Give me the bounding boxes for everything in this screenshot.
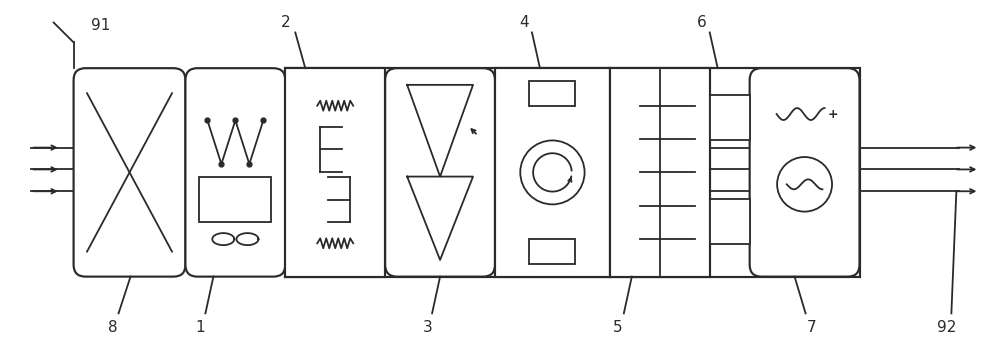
Text: 4: 4 <box>519 15 529 30</box>
FancyBboxPatch shape <box>750 68 860 277</box>
Text: 92: 92 <box>937 320 956 335</box>
Bar <box>199 176 271 222</box>
Bar <box>285 68 860 277</box>
Text: 91: 91 <box>91 18 110 33</box>
Bar <box>610 68 710 277</box>
Bar <box>710 95 750 140</box>
Bar <box>710 199 750 244</box>
Text: +: + <box>827 107 838 121</box>
Text: 2: 2 <box>280 15 290 30</box>
Bar <box>285 68 385 277</box>
Bar <box>529 81 575 106</box>
Text: 8: 8 <box>108 320 117 335</box>
Bar <box>529 239 575 264</box>
Text: 7: 7 <box>807 320 816 335</box>
FancyBboxPatch shape <box>185 68 285 277</box>
FancyBboxPatch shape <box>385 68 495 277</box>
Text: 1: 1 <box>196 320 205 335</box>
FancyBboxPatch shape <box>74 68 185 277</box>
Bar <box>495 68 610 277</box>
Text: 6: 6 <box>697 15 707 30</box>
Text: 3: 3 <box>423 320 433 335</box>
Text: 5: 5 <box>613 320 623 335</box>
